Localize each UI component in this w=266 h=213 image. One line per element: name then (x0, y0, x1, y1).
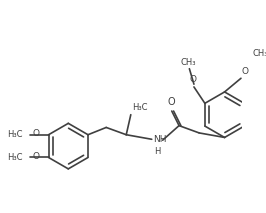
Text: H₃C: H₃C (7, 130, 23, 139)
Text: O: O (167, 97, 175, 107)
Text: H₃C: H₃C (132, 103, 147, 112)
Text: CH₃: CH₃ (253, 49, 266, 58)
Text: NH: NH (153, 135, 167, 144)
Text: H₃C: H₃C (7, 153, 23, 162)
Text: CH₃: CH₃ (181, 58, 196, 67)
Text: O: O (190, 75, 197, 84)
Text: O: O (242, 66, 249, 76)
Text: O: O (32, 152, 39, 161)
Text: O: O (32, 129, 39, 138)
Text: H: H (154, 147, 160, 155)
